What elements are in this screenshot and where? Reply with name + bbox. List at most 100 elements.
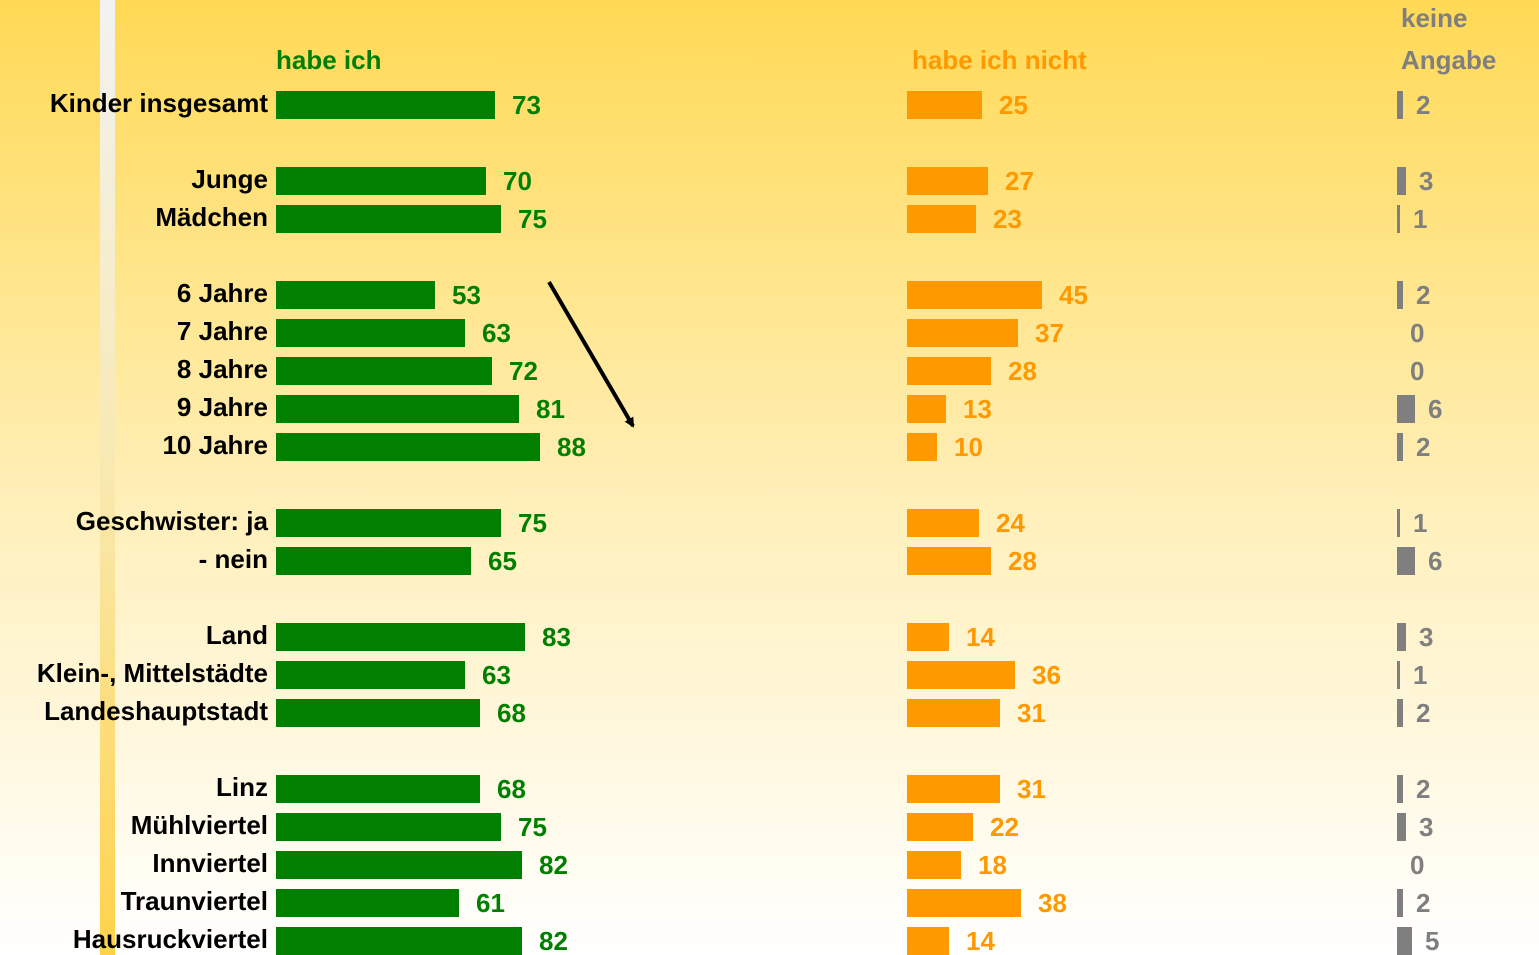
bar	[276, 661, 465, 689]
value-label: 24	[996, 508, 1025, 538]
bar	[907, 623, 949, 651]
value-label: 31	[1017, 774, 1046, 804]
bar	[276, 813, 501, 841]
bar	[907, 319, 1018, 347]
category-label: Traunviertel	[121, 886, 268, 916]
value-label: 1	[1413, 660, 1427, 690]
value-label: 65	[488, 546, 517, 576]
bar	[907, 775, 1000, 803]
value-label: 0	[1410, 356, 1424, 386]
bar	[276, 167, 486, 195]
bar	[276, 509, 501, 537]
value-label: 28	[1008, 546, 1037, 576]
bar	[276, 395, 519, 423]
category-label: Hausruckviertel	[73, 924, 268, 954]
bar	[907, 927, 949, 955]
value-label: 5	[1425, 926, 1439, 955]
bar	[276, 319, 465, 347]
value-label: 75	[518, 508, 547, 538]
bar	[1397, 623, 1406, 651]
value-label: 82	[539, 926, 568, 955]
bar	[1397, 813, 1406, 841]
category-label: Junge	[191, 164, 268, 194]
bar	[276, 889, 459, 917]
bar	[276, 699, 480, 727]
bar	[276, 851, 522, 879]
category-label: Klein-, Mittelstädte	[37, 658, 268, 688]
bar	[276, 433, 540, 461]
value-label: 25	[999, 90, 1028, 120]
value-label: 1	[1413, 508, 1427, 538]
bar	[907, 433, 937, 461]
category-label: Kinder insgesamt	[50, 88, 269, 118]
value-label: 63	[482, 660, 511, 690]
category-label: 10 Jahre	[162, 430, 268, 460]
bar	[276, 623, 525, 651]
bar	[907, 889, 1021, 917]
category-label: Mädchen	[155, 202, 268, 232]
bar	[1397, 433, 1403, 461]
category-label: Land	[206, 620, 268, 650]
bar	[1397, 167, 1406, 195]
value-label: 68	[497, 774, 526, 804]
value-label: 70	[503, 166, 532, 196]
bar	[907, 813, 973, 841]
legend-label-line: keine	[1401, 3, 1468, 33]
bar	[907, 167, 988, 195]
value-label: 75	[518, 812, 547, 842]
value-label: 2	[1416, 888, 1430, 918]
category-label: 7 Jahre	[177, 316, 268, 346]
trend-arrow	[547, 280, 635, 428]
value-label: 28	[1008, 356, 1037, 386]
stripe	[100, 0, 115, 955]
value-label: 18	[978, 850, 1007, 880]
value-label: 31	[1017, 698, 1046, 728]
value-label: 68	[497, 698, 526, 728]
value-label: 3	[1419, 622, 1433, 652]
bar	[907, 547, 991, 575]
bar	[1397, 509, 1400, 537]
bar	[1397, 775, 1403, 803]
bar	[276, 91, 495, 119]
bar	[1397, 661, 1400, 689]
bar	[1397, 205, 1400, 233]
value-label: 27	[1005, 166, 1034, 196]
value-label: 10	[954, 432, 983, 462]
value-label: 75	[518, 204, 547, 234]
bar	[907, 395, 946, 423]
bar	[1397, 889, 1403, 917]
value-label: 1	[1413, 204, 1427, 234]
category-label: 6 Jahre	[177, 278, 268, 308]
category-label: Mühlviertel	[131, 810, 268, 840]
value-label: 73	[512, 90, 541, 120]
value-label: 72	[509, 356, 538, 386]
bar	[276, 205, 501, 233]
bar	[1397, 927, 1412, 955]
value-label: 81	[536, 394, 565, 424]
value-label: 83	[542, 622, 571, 652]
value-label: 2	[1416, 90, 1430, 120]
value-label: 2	[1416, 698, 1430, 728]
category-label: Geschwister: ja	[76, 506, 269, 536]
bar	[1397, 547, 1415, 575]
value-label: 45	[1059, 280, 1088, 310]
legend-label: habe ich	[276, 45, 381, 75]
category-label: Innviertel	[152, 848, 268, 878]
value-label: 6	[1428, 394, 1442, 424]
bar	[1397, 699, 1403, 727]
value-label: 3	[1419, 166, 1433, 196]
bar	[276, 357, 492, 385]
value-label: 6	[1428, 546, 1442, 576]
value-label: 2	[1416, 432, 1430, 462]
value-label: 2	[1416, 774, 1430, 804]
bar	[1397, 395, 1415, 423]
category-label: Landeshauptstadt	[44, 696, 268, 726]
bar	[276, 775, 480, 803]
value-label: 13	[963, 394, 992, 424]
value-label: 53	[452, 280, 481, 310]
value-label: 2	[1416, 280, 1430, 310]
legend-label: habe ich nicht	[912, 45, 1087, 75]
value-label: 37	[1035, 318, 1064, 348]
value-label: 0	[1410, 318, 1424, 348]
